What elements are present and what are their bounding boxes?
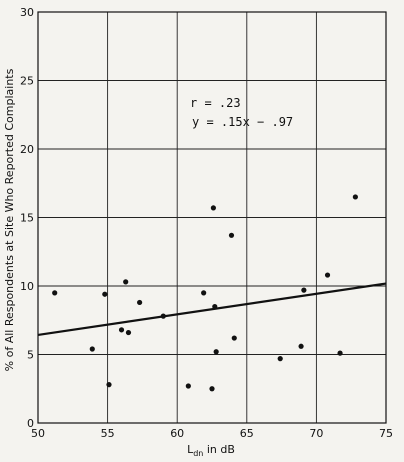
data-point	[231, 335, 237, 341]
data-point	[213, 349, 219, 355]
data-point	[118, 327, 125, 333]
y-axis-label: % of All Respondents at Site Who Reporte…	[3, 68, 16, 371]
data-points	[52, 194, 358, 392]
grid-lines	[37, 11, 387, 424]
y-tick-label: 10	[20, 280, 34, 293]
data-point	[89, 346, 95, 352]
x-tick-label: 60	[170, 427, 184, 440]
y-tick-label: 5	[27, 349, 34, 362]
data-point	[298, 343, 304, 349]
y-tick-labels: 0 5 10 15 20 25 30	[20, 6, 34, 430]
data-point	[185, 383, 191, 389]
annotation-equation: y = .15x − .97	[192, 115, 293, 129]
data-point	[106, 382, 112, 388]
y-tick-label: 15	[20, 212, 34, 225]
x-tick-labels: 50 55 60 65 70 75	[31, 427, 393, 440]
data-point	[102, 291, 108, 297]
data-point	[137, 299, 143, 306]
data-point	[160, 313, 166, 319]
data-point	[301, 287, 307, 293]
data-point	[52, 290, 58, 296]
data-point	[123, 279, 129, 285]
x-axis-label-subscript: dn	[193, 449, 203, 458]
data-point	[210, 205, 216, 211]
plot-frame	[37, 11, 387, 424]
y-tick-label: 25	[20, 75, 34, 88]
y-tick-label: 20	[20, 143, 34, 156]
data-point	[228, 232, 235, 238]
data-point	[352, 194, 358, 200]
annotation-r: r = .23	[190, 96, 241, 110]
y-tick-label: 30	[20, 6, 34, 19]
x-tick-label: 50	[31, 427, 45, 440]
x-tick-label: 65	[240, 427, 254, 440]
data-point	[209, 386, 215, 392]
data-point	[277, 356, 283, 362]
x-tick-label: 55	[101, 427, 115, 440]
x-axis-label: Ldn in dB	[187, 443, 235, 458]
y-tick-label: 0	[27, 417, 34, 430]
x-axis-label-main: L	[187, 443, 194, 456]
data-point	[324, 272, 331, 278]
data-point	[125, 329, 132, 336]
regression-line	[37, 282, 387, 336]
x-axis-label-suffix: in dB	[203, 443, 235, 456]
data-point	[212, 303, 218, 310]
data-point	[201, 290, 207, 296]
x-tick-label: 75	[379, 427, 393, 440]
x-tick-label: 70	[309, 427, 323, 440]
data-point	[337, 350, 343, 356]
